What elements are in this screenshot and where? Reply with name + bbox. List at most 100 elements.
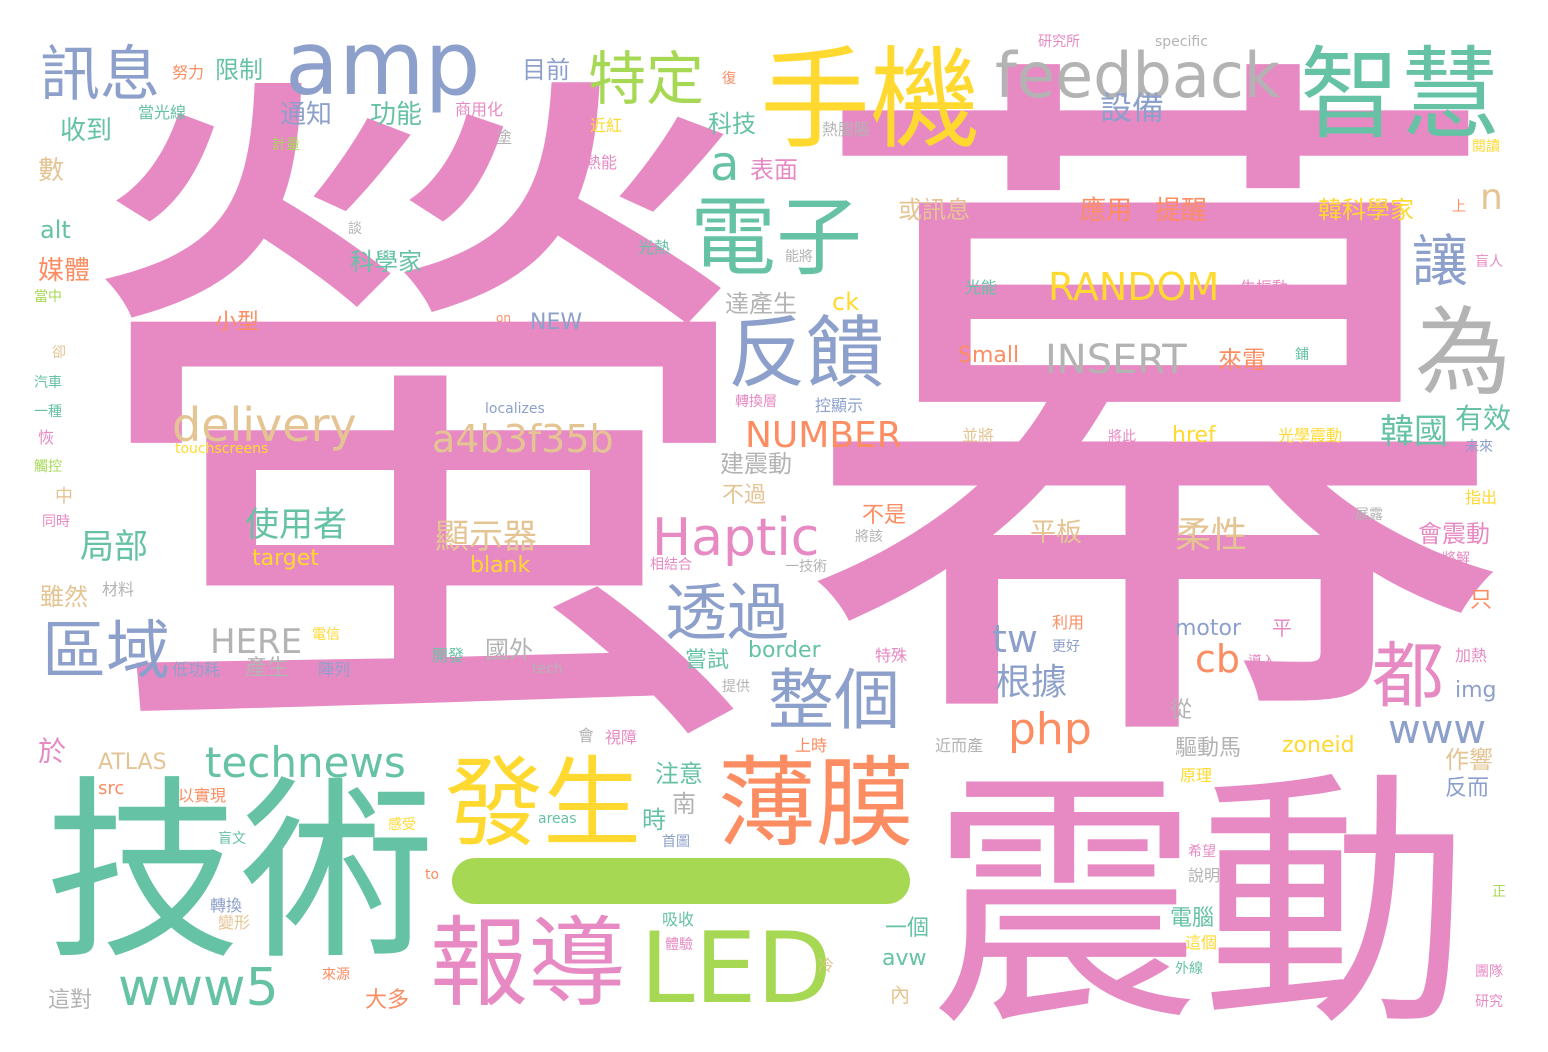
word-buguo: 不過 (722, 483, 767, 508)
word-shangshi: 上時 (795, 736, 828, 755)
word-daoru: 導入 (1248, 654, 1276, 670)
word-pu: 鋪 (1295, 347, 1309, 363)
word-kongxianshi: 控顯示 (815, 396, 864, 415)
word-zhanlu: 展露 (1355, 507, 1383, 523)
word-delivery: delivery (172, 398, 357, 452)
word-zhendong: 震動 (930, 747, 1470, 1052)
word-dianxin: 電信 (312, 627, 340, 643)
word-hanguokexuejia: 韓科學家 (1318, 196, 1414, 224)
word-jiangci: 將此 (1108, 429, 1136, 445)
word-shangyonghua: 商用化 (455, 100, 504, 119)
word-zhenlie: 陣列 (318, 660, 351, 679)
word-localizes: localizes (485, 401, 545, 417)
word-leng: 冷 (818, 956, 835, 975)
word-atlas: ATLAS (98, 750, 167, 775)
word-dachansheng: 達產生 (725, 290, 797, 318)
word-genju: 根據 (995, 662, 1068, 703)
word-biaomian: 表面 (750, 156, 798, 184)
word-a: a (710, 136, 740, 192)
word-specific: specific (1155, 34, 1208, 50)
word-guangxuezhendong: 光學震動 (1278, 426, 1343, 445)
word-yuedu: 閱讀 (1472, 139, 1500, 155)
word-meiti: 媒體 (38, 256, 91, 286)
word-yanjiu: 研究 (1475, 994, 1503, 1010)
word-liyong: 利用 (1052, 613, 1085, 632)
word-gengguo: 更好 (1052, 639, 1080, 655)
word-dou: 都 (1372, 634, 1445, 718)
word-hui2: 會 (578, 726, 595, 745)
word-jiangjie: 將解 (1442, 551, 1470, 567)
word-waixian: 外線 (1175, 961, 1203, 977)
word-shuoming: 說明 (1188, 866, 1221, 885)
word-zhuanhuan: 轉換 (210, 896, 243, 915)
word-tiyan: 體驗 (665, 937, 693, 953)
word-huizhendong: 會震動 (1418, 520, 1490, 548)
word-huoxunxi: 或訊息 (898, 196, 970, 224)
word-feedback: feedback (995, 39, 1280, 112)
word-xianshiqi: 顯示器 (435, 517, 537, 557)
word-xiwang: 希望 (1188, 844, 1216, 860)
word-que: 卻 (52, 345, 66, 361)
word-tixing: 提醒 (1155, 196, 1208, 226)
word-shouye: 首圖 (662, 834, 690, 850)
word-baomo: 薄膜 (718, 747, 915, 861)
word-kexuejia: 科學家 (350, 248, 422, 276)
word-nuli: 努力 (172, 63, 205, 82)
word-qudongma: 驅動馬 (1175, 736, 1242, 761)
word-target: target (252, 546, 319, 571)
word-motor: motor (1175, 616, 1242, 641)
word-zhuanhuanceng: 轉換層 (735, 394, 777, 410)
word-guangre: 光熱 (638, 238, 671, 257)
word-nan: 南 (672, 790, 696, 818)
word-youxiao: 有效 (1455, 402, 1512, 435)
word-teshu: 特殊 (875, 646, 908, 665)
word-www: www (1388, 707, 1487, 753)
word-zhuyi: 注意 (655, 760, 703, 788)
word-ying: 螢 (72, 22, 772, 837)
word-fankui: 反饋 (728, 309, 885, 399)
word-number: NUMBER (745, 415, 902, 456)
word-tw: tw (992, 617, 1038, 661)
word-shoudao: 收到 (60, 116, 113, 146)
word-yishixian: 以實現 (178, 786, 227, 805)
word-dianzhao: 電腦 (1170, 906, 1215, 931)
word-yu: 於 (38, 735, 67, 768)
word-a4b3f35b: a4b3f35b (432, 417, 614, 461)
word-amp: amp (285, 12, 481, 115)
word-alt: alt (40, 216, 71, 244)
word-php: php (1008, 704, 1092, 755)
word-mangren: 盲人 (1475, 254, 1503, 270)
word-shu: 數 (38, 156, 65, 186)
word-ping: 平 (1272, 616, 1292, 640)
word-guowai: 國外 (485, 636, 533, 664)
word-laiyuan: 來源 (322, 967, 350, 983)
word-jishu: 技術 (45, 759, 435, 986)
word-shi: 時 (642, 806, 666, 834)
word-xunxi: 訊息 (40, 40, 160, 110)
word-nengjiang: 能將 (785, 249, 813, 265)
word-teding: 特定 (588, 45, 705, 113)
word-xiaoxing: 小型 (215, 310, 260, 335)
word-nei: 內 (890, 983, 910, 1007)
word-laidian: 來電 (1218, 346, 1266, 374)
word-border: border (748, 638, 821, 663)
word-zhedui: 這對 (48, 988, 93, 1013)
word-dadou: 大多 (365, 988, 410, 1013)
word-digonghao: 低功耗 (172, 660, 221, 679)
word-zheng: 正 (1492, 884, 1506, 900)
word-mu: 幕 (795, 1, 1515, 839)
word-repengzhang: 熱膨脹 (822, 120, 871, 139)
word-technews: technews (205, 738, 406, 787)
word-zhege: 這個 (1185, 933, 1218, 952)
word-pingban: 平板 (1030, 518, 1083, 548)
word-jiare: 加熱 (1455, 646, 1488, 665)
word-wei: 為 (1415, 297, 1511, 409)
word-jianzhendong: 建震動 (720, 450, 792, 478)
word-rang: 讓 (1412, 230, 1468, 295)
word-xishou: 吸收 (662, 910, 695, 929)
word-tigong: 提供 (722, 679, 750, 695)
word-yanjiusuo: 研究所 (1038, 34, 1080, 50)
word-rouxing: 柔性 (1175, 515, 1248, 556)
word-zhichu: 指出 (1465, 488, 1498, 507)
